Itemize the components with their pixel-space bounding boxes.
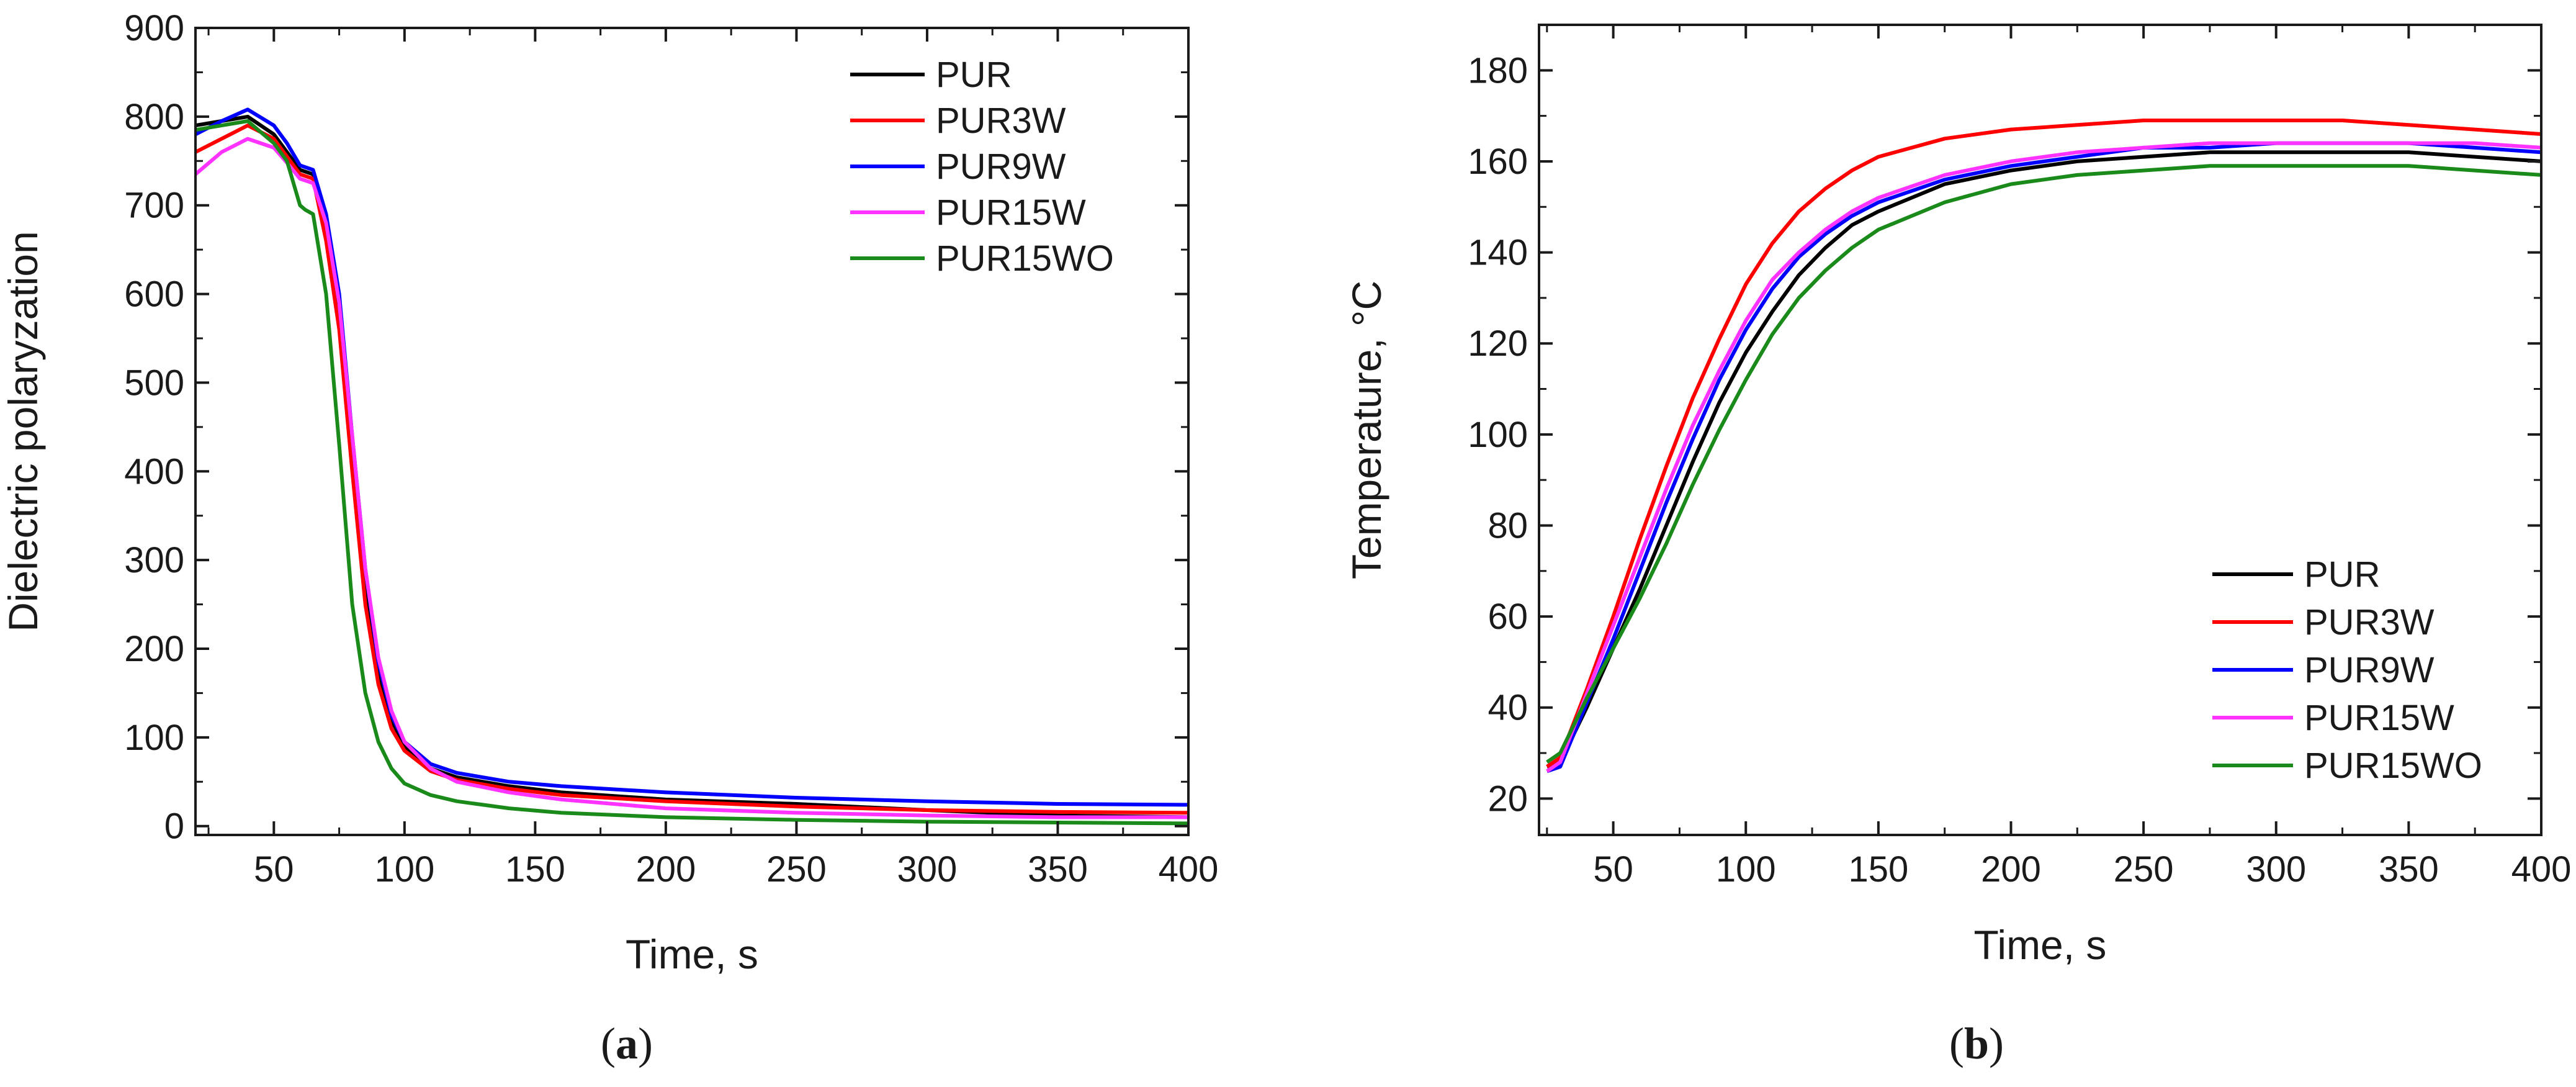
x-tick-label: 200 [1981,849,2041,890]
plot-frame [1538,24,2542,836]
caption-b-letter: b [1964,1019,1989,1068]
legend-label-pur: PUR [2304,554,2380,595]
panel-b: 50 100 150 200 250 300 350 400 20 40 60 80 100 120 140… [1344,24,2572,968]
legend: PUR PUR3W PUR9W PUR15W PUR15WO [2212,554,2482,786]
series-line-pur15wo [195,119,1189,826]
y-tick-label: 80 [1488,505,1528,546]
y-tick-label: 100 [1468,415,1528,455]
legend-label-pur15w: PUR15W [936,192,1086,233]
legend: PUR PUR3W PUR9W PUR15W PUR15WO [850,55,1114,279]
caption-b-open: ( [1949,1019,1964,1068]
series-line-pur3w [1546,119,2542,769]
series-line-pur [1546,150,2542,769]
panel-a: 50 100 150 200 250 300 350 400 0 100 200 300 400 500 6… [0,8,1218,977]
series-line-pur3w [194,124,1189,815]
y-tick-label: 300 [124,540,184,580]
x-tick-label: 350 [1028,849,1088,890]
x-tick-label: 200 [636,849,696,890]
y-tick-label: 900 [124,8,184,48]
legend-label-pur3w: PUR3W [2304,602,2435,643]
y-tick-label: 600 [124,274,184,315]
x-tick-label: 100 [374,849,434,890]
legend-label-pur15wo: PUR15WO [2304,746,2482,786]
legend-label-pur3w: PUR3W [936,101,1066,141]
y-tick-label: 400 [124,451,184,492]
caption-a-close: ) [638,1019,653,1068]
x-tick-label: 300 [897,849,958,890]
y-tick-label: 140 [1468,233,1528,273]
y-tick-label: 100 [124,718,184,758]
x-tick-label: 100 [1716,849,1776,890]
y-tick-label: 0 [164,806,184,847]
x-tick-label: 350 [2379,849,2439,890]
x-tick-label: 150 [1848,849,1908,890]
y-tick-label: 20 [1488,778,1528,819]
legend-label-pur15wo: PUR15WO [936,238,1114,279]
x-tick-label: 400 [2511,849,2572,890]
x-tick-label: 50 [1593,849,1633,890]
series-line-pur15wo [1546,164,2542,764]
legend-label-pur9w: PUR9W [2304,650,2435,690]
y-tick-label: 200 [124,629,184,669]
y-tick-label: 500 [124,363,184,403]
x-tick-label: 250 [2114,849,2174,890]
x-tick-label: 150 [505,849,565,890]
x-tick-label: 50 [254,849,294,890]
legend-label-pur: PUR [936,55,1012,95]
y-tick-label: 700 [124,186,184,226]
y-tick-label: 60 [1488,597,1528,637]
caption-a-letter: a [616,1019,638,1068]
x-tick-label: 300 [2246,849,2306,890]
caption-b-close: ) [1989,1019,2004,1068]
legend-label-pur9w: PUR9W [936,147,1066,187]
x-tick-label: 250 [766,849,827,890]
caption-a: (a) [601,1019,653,1068]
y-axis-title: Temperature, °C [1344,281,1389,579]
x-axis-title: Time, s [626,931,758,977]
caption-b: (b) [1949,1019,2004,1068]
y-axis-title: Dielectric polaryzation [0,231,46,632]
y-tick-label: 120 [1468,323,1528,364]
series-line-pur15w [1546,141,2542,773]
x-axis-title: Time, s [1974,922,2107,968]
y-tick-label: 800 [124,97,184,137]
y-tick-label: 160 [1468,142,1528,182]
legend-label-pur15w: PUR15W [2304,698,2454,738]
caption-a-open: ( [601,1019,616,1068]
x-tick-label: 400 [1159,849,1219,890]
plot-frame [194,27,1190,836]
y-tick-label: 40 [1488,688,1528,728]
y-tick-label: 180 [1468,50,1528,91]
